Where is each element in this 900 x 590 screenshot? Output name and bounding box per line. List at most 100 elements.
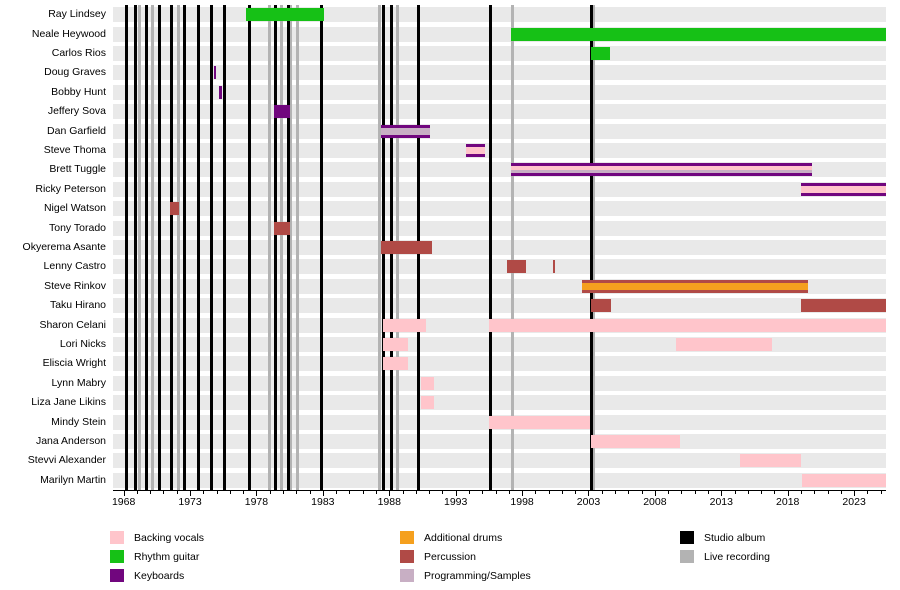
y-axis-label-liza-jane-likins: Liza Jane Likins (31, 396, 106, 409)
x-tick-major (322, 490, 324, 496)
legend-label-additional-drums: Additional drums (424, 531, 503, 544)
x-tick-minor (229, 490, 231, 494)
row-band (113, 220, 886, 236)
x-tick-minor (136, 490, 138, 494)
legend-swatch-percussion (400, 550, 414, 563)
legend-item-live-recording[interactable]: Live recording (680, 547, 770, 566)
y-axis-label-mindy-stein: Mindy Stein (51, 415, 106, 428)
x-tick-label-1998: 1998 (510, 496, 534, 508)
legend-label-rhythm-guitar: Rhythm guitar (134, 550, 200, 563)
x-tick-minor (176, 490, 178, 494)
y-axis-labels: Ray Lindsey Neale Heywood Carlos Rios Doug … (0, 5, 110, 490)
x-tick-minor (575, 490, 577, 494)
y-axis-label-dan-garfield: Dan Garfield (47, 124, 106, 137)
bar-liza-jane-likins-backing-vocals (421, 396, 435, 410)
x-tick-label-1983: 1983 (311, 496, 335, 508)
row-band (113, 143, 886, 158)
x-tick-minor (402, 490, 404, 494)
x-tick-label-2013: 2013 (709, 496, 733, 508)
row-band (113, 46, 886, 61)
studio-album-line (124, 5, 128, 490)
x-tick-minor (163, 490, 165, 494)
studio-album-line (589, 5, 593, 490)
x-tick-minor (495, 490, 497, 494)
y-axis-label-bobby-hunt: Bobby Hunt (51, 85, 106, 98)
y-axis-label-carlos-rios: Carlos Rios (51, 47, 106, 59)
studio-album-line (157, 5, 161, 490)
row-band (113, 181, 886, 197)
bar-jana-anderson-backing-vocals (591, 435, 681, 448)
x-tick-minor (761, 490, 763, 494)
bar-jeffery-sova-keyboards (273, 105, 290, 119)
x-tick-minor (243, 490, 245, 494)
x-tick-minor (774, 490, 776, 494)
legend-item-percussion[interactable]: Percussion (400, 547, 531, 566)
y-axis-label-ricky-peterson: Ricky Peterson (35, 182, 106, 195)
x-tick-minor (615, 490, 617, 494)
legend-label-backing-vocals: Backing vocals (134, 531, 205, 544)
x-tick-minor (814, 490, 816, 494)
x-tick-major (787, 490, 789, 496)
bar-lynn-mabry-backing-vocals (421, 376, 435, 390)
x-tick-minor (269, 490, 271, 494)
row-band (113, 434, 886, 449)
live-recording-line (592, 5, 596, 490)
row-band (113, 298, 886, 314)
live-recording-line (138, 5, 142, 490)
studio-album-line (273, 5, 277, 490)
studio-album-line (144, 5, 148, 490)
y-axis-label-brett-tuggle: Brett Tuggle (49, 163, 106, 176)
legend-label-live-recording: Live recording (704, 550, 770, 563)
live-recording-line (511, 5, 515, 490)
live-recording-line (280, 5, 284, 490)
bar-marilyn-martin-backing-vocals (802, 473, 886, 487)
live-recording-line (289, 5, 293, 490)
legend-item-keyboards[interactable]: Keyboards (110, 566, 204, 585)
x-tick-minor (203, 490, 205, 494)
x-tick-minor (694, 490, 696, 494)
legend-swatch-rhythm-guitar (110, 550, 124, 563)
legend-swatch-live-recording (680, 550, 694, 563)
y-axis-label-doug-graves: Doug Graves (44, 66, 106, 79)
x-tick-minor (296, 490, 298, 494)
legend-item-programming-samples[interactable]: Programming/Samples (400, 566, 531, 585)
bar-lori-nicks-backing-vocals2 (676, 338, 772, 351)
legend-column: Studio album Live recording (680, 528, 770, 566)
row-band (113, 240, 886, 255)
x-tick-major (588, 490, 590, 496)
bar-brett-tuggle-backing-vocals (511, 166, 812, 170)
legend-swatch-keyboards (110, 569, 124, 582)
legend-item-rhythm-guitar[interactable]: Rhythm guitar (110, 547, 204, 566)
x-tick-minor (708, 490, 710, 494)
x-tick-minor (840, 490, 842, 494)
live-recording-line (268, 5, 272, 490)
x-tick-minor (375, 490, 377, 494)
y-axis-label-stevvi-alexander: Stevvi Alexander (27, 454, 106, 467)
x-tick-minor (734, 490, 736, 494)
studio-album-line (223, 5, 227, 490)
x-tick-minor (415, 490, 417, 494)
legend-item-studio-album[interactable]: Studio album (680, 528, 770, 547)
x-tick-label-2018: 2018 (776, 496, 800, 508)
bar-ray-lindsey-rhythm-guitar (245, 8, 325, 22)
row-band (113, 65, 886, 81)
x-tick-major (522, 490, 524, 496)
studio-album-line (169, 5, 173, 490)
legend-item-additional-drums[interactable]: Additional drums (400, 528, 531, 547)
bar-lenny-castro-percussion (507, 260, 527, 274)
row-band (113, 453, 886, 469)
row-band (113, 375, 886, 391)
studio-album-line (209, 5, 213, 490)
x-tick-minor (442, 490, 444, 494)
x-tick-label-1968: 1968 (111, 496, 136, 508)
bar-ricky-peterson-backing-vocals (800, 185, 886, 193)
bar-mindy-stein-backing-vocals (488, 415, 590, 429)
x-tick-minor (216, 490, 218, 494)
x-tick-major (654, 490, 656, 496)
bar-sharon-celani-backing-vocals2 (488, 318, 886, 332)
x-tick-minor (362, 490, 364, 494)
legend-item-backing-vocals[interactable]: Backing vocals (110, 528, 204, 547)
legend-column: Additional drums Percussion Programming/Sa… (400, 528, 531, 585)
bar-neale-heywood-rhythm-guitar (511, 27, 886, 41)
legend-swatch-additional-drums (400, 531, 414, 544)
